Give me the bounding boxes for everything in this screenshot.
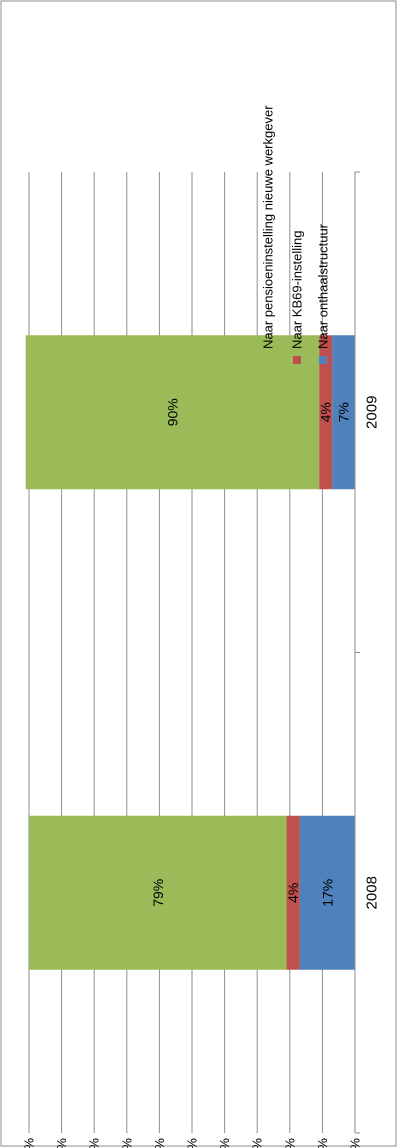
- legend-label: Naar pensioeninstelling nieuwe werkgever: [261, 105, 276, 349]
- category-label: 2008: [364, 876, 381, 909]
- value-tick-label: 60%: [152, 1138, 167, 1148]
- data-label: 4%: [285, 883, 301, 903]
- value-axis-ticks: 0% 10% 20% 30% 40% 50% 60% 70% 80% 90% 100%: [22, 1138, 363, 1148]
- data-label: 90%: [164, 398, 180, 426]
- legend: Naar pensioeninstelling nieuwe werkgever…: [261, 105, 331, 364]
- value-tick-label: 10%: [315, 1138, 330, 1148]
- data-label: 17%: [319, 879, 335, 907]
- data-label: 4%: [318, 402, 334, 422]
- value-tick-label: 70%: [119, 1138, 134, 1148]
- value-tick-label: 50%: [185, 1138, 200, 1148]
- value-tick-label: 20%: [282, 1138, 297, 1148]
- legend-swatch: [319, 356, 327, 364]
- value-tick-label: 80%: [87, 1138, 102, 1148]
- legend-swatch: [264, 356, 272, 364]
- bar-segment: [29, 815, 287, 970]
- category-axis-ticks: 2008 2009: [355, 171, 381, 1134]
- bar-segment: [286, 815, 300, 970]
- value-tick-label: 30%: [250, 1138, 265, 1148]
- data-label: 7%: [336, 402, 352, 422]
- bar-segment: [299, 815, 355, 970]
- category-label: 2009: [364, 396, 381, 429]
- value-tick-label: 0%: [348, 1138, 363, 1148]
- gridlines: [28, 172, 323, 1133]
- value-tick-label: 40%: [217, 1138, 232, 1148]
- value-tick-label: 90%: [54, 1138, 69, 1148]
- bar-segment: [332, 335, 355, 490]
- legend-label: Naar onthaalstructuur: [316, 223, 331, 349]
- data-label: 79%: [150, 879, 166, 907]
- legend-swatch: [293, 356, 301, 364]
- value-tick-label: 100%: [22, 1138, 37, 1148]
- bar-segment: [319, 335, 333, 490]
- bars: 17%4%79%7%4%90%: [25, 335, 355, 970]
- legend-label: Naar KB69-instelling: [290, 230, 305, 349]
